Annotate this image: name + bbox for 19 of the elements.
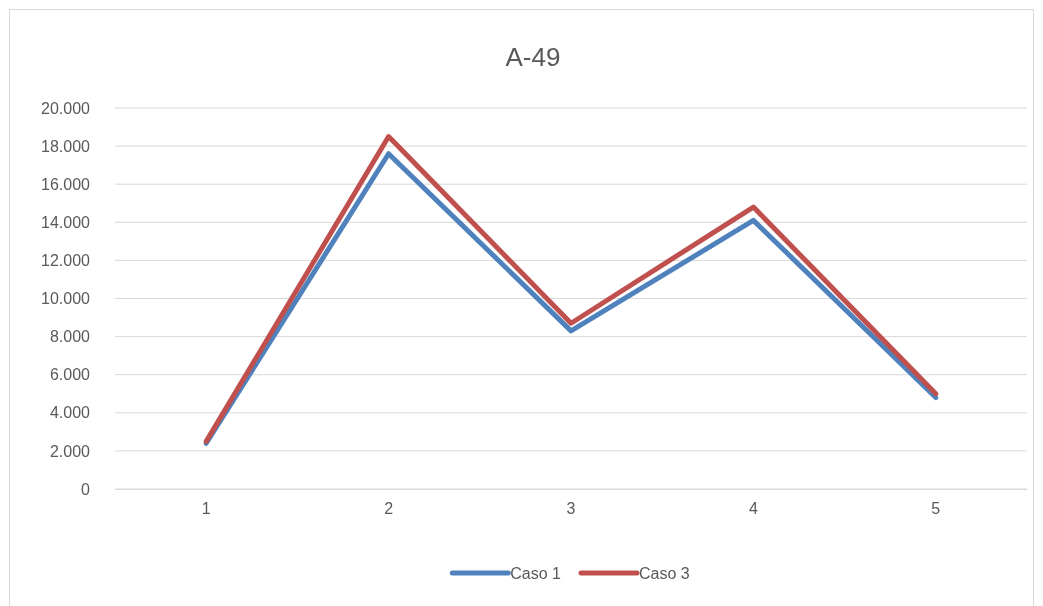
chart-title: A-49 bbox=[505, 42, 561, 72]
y-tick-label: 12.000 bbox=[41, 252, 91, 270]
y-tick-label: 8.000 bbox=[49, 328, 91, 346]
y-tick-label: 16.000 bbox=[41, 175, 91, 193]
y-tick-label: 4.000 bbox=[49, 404, 91, 422]
legend-label: Caso 1 bbox=[510, 565, 562, 582]
y-tick-label: 14.000 bbox=[41, 213, 91, 231]
y-tick-label: 0 bbox=[81, 480, 91, 498]
x-tick-label: 2 bbox=[384, 500, 394, 518]
x-tick-label: 4 bbox=[748, 500, 758, 518]
y-tick-label: 2.000 bbox=[49, 442, 91, 460]
x-tick-label: 3 bbox=[566, 500, 576, 518]
x-tick-label: 1 bbox=[201, 500, 211, 518]
x-tick-label: 5 bbox=[931, 500, 941, 518]
y-tick-label: 10.000 bbox=[41, 290, 91, 308]
y-tick-label: 6.000 bbox=[49, 366, 91, 384]
legend-label: Caso 3 bbox=[639, 565, 690, 582]
y-tick-label: 18.000 bbox=[41, 137, 91, 155]
y-tick-label: 20.000 bbox=[41, 99, 91, 117]
